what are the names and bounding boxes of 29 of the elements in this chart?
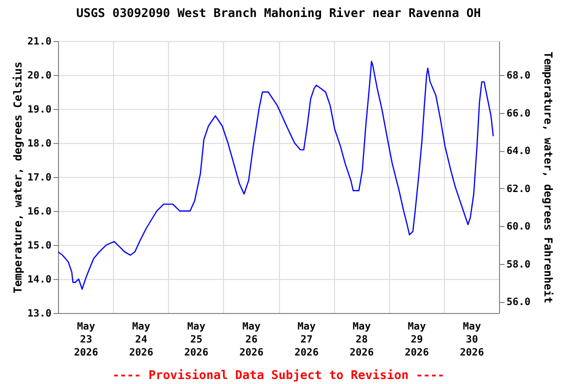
y-tick-label: 18.0 <box>27 138 52 150</box>
y-axis-title: Temperature, water, degrees Celsius <box>11 62 24 294</box>
y-tick-label: 13.0 <box>27 308 52 320</box>
y-tick-label: 14.0 <box>27 274 52 286</box>
chart-title: USGS 03092090 West Branch Mahoning River near Ravenna OH <box>76 6 481 20</box>
y2-axis-title: Temperature, water, degrees Fahrenheit <box>542 52 555 304</box>
y-tick-label: 15.0 <box>27 240 52 252</box>
x-tick-label: May 24 2026 <box>129 322 154 358</box>
y2-tick-label: 58.0 <box>506 259 531 270</box>
y2-tick-label: 60.0 <box>506 222 531 233</box>
y2-tick-label: 56.0 <box>506 297 531 308</box>
x-tick-label: May 25 2026 <box>184 322 208 358</box>
x-tick-label: May 26 2026 <box>239 322 264 358</box>
y-tick-label: 16.0 <box>27 206 52 218</box>
y-tick-label: 19.0 <box>27 104 52 116</box>
x-tick-label: May 23 2026 <box>74 322 98 358</box>
y2-tick-label: 64.0 <box>506 146 531 158</box>
y2-tick-label: 62.0 <box>506 184 531 195</box>
y2-tick-label: 68.0 <box>506 70 531 82</box>
x-tick-label: May 28 2026 <box>350 322 374 358</box>
x-tick-label: May 27 2026 <box>294 322 319 358</box>
x-tick-label: May 30 2026 <box>460 322 484 358</box>
y-tick-label: 21.0 <box>27 36 52 48</box>
text: ---- Provisional Data Subject to Revision ---- <box>112 368 445 382</box>
line-series <box>58 60 494 290</box>
y2-tick-label: 66.0 <box>506 108 531 120</box>
x-tick-label: May 29 2026 <box>404 322 429 358</box>
y-tick-label: 20.0 <box>27 70 52 82</box>
y-tick-label: 17.0 <box>27 172 52 184</box>
